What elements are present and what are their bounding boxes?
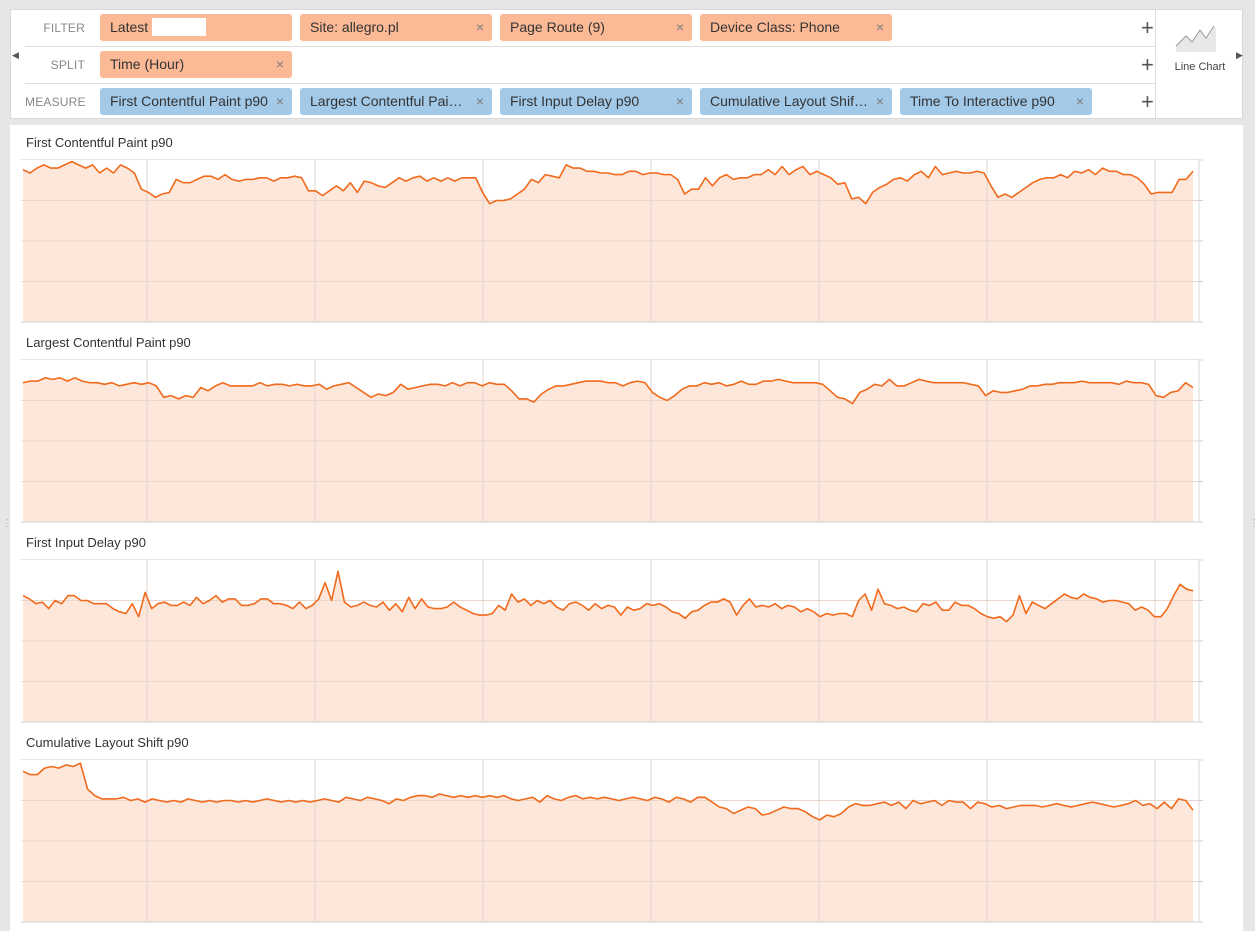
filter-pill-site[interactable]: Site: allegro.pl × <box>300 14 492 41</box>
remove-icon[interactable]: × <box>475 93 484 109</box>
chart-title-fid: First Input Delay p90 <box>26 535 146 550</box>
measure-row: MEASURE First Contentful Paint p90 × Lar… <box>25 84 1155 121</box>
chart-cls[interactable] <box>21 759 1211 924</box>
measure-pill-lcp[interactable]: Largest Contentful Paint p90 × <box>300 88 492 115</box>
chart-area-fill <box>23 763 1193 922</box>
filter-pill-latest[interactable]: Latest <box>100 14 292 41</box>
remove-icon[interactable]: × <box>675 19 684 35</box>
latest-value-box <box>152 17 207 36</box>
filter-pill-device-class[interactable]: Device Class: Phone × <box>700 14 892 41</box>
filter-pill-label: Device Class: Phone <box>710 19 840 35</box>
scroll-left-arrow-icon[interactable]: ◀ <box>12 50 19 60</box>
remove-icon[interactable]: × <box>1075 93 1084 109</box>
split-row-label: SPLIT <box>50 58 85 72</box>
remove-icon[interactable]: × <box>275 93 284 109</box>
visualization-selector[interactable]: Line Chart <box>1155 10 1243 118</box>
chart-title-fcp: First Contentful Paint p90 <box>26 135 173 150</box>
line-chart-icon <box>1175 25 1216 52</box>
remove-icon[interactable]: × <box>875 93 884 109</box>
split-pill-label: Time (Hour) <box>110 56 185 72</box>
measure-pill-label: First Input Delay p90 <box>510 93 640 109</box>
filter-pill-label: Site: allegro.pl <box>310 19 399 35</box>
measure-pill-fid[interactable]: First Input Delay p90 × <box>500 88 692 115</box>
filter-row: FILTER Latest Site: allegro.pl × Page Ro… <box>25 10 1155 47</box>
remove-icon[interactable]: × <box>675 93 684 109</box>
visualization-label: Line Chart <box>1174 61 1226 73</box>
measure-pill-fcp[interactable]: First Contentful Paint p90 × <box>100 88 292 115</box>
filter-pill-label: Page Route (9) <box>510 19 605 35</box>
measure-pill-label: Largest Contentful Paint p90 <box>310 93 488 109</box>
resize-handle-left-icon[interactable]: ⋮ <box>2 518 12 529</box>
chart-area-fill <box>23 377 1193 522</box>
chart-fid[interactable] <box>21 559 1211 724</box>
add-split-button[interactable]: + <box>1141 52 1154 77</box>
chart-fcp[interactable] <box>21 159 1211 324</box>
remove-icon[interactable]: × <box>275 56 284 72</box>
measure-pill-cls[interactable]: Cumulative Layout Shift p90 × <box>700 88 892 115</box>
chart-title-lcp: Largest Contentful Paint p90 <box>26 335 191 350</box>
measure-pill-label: Cumulative Layout Shift p90 <box>710 93 886 109</box>
split-pill-time[interactable]: Time (Hour) × <box>100 51 292 78</box>
chart-area-fill <box>23 161 1193 322</box>
measure-pill-label: First Contentful Paint p90 <box>110 93 268 109</box>
add-filter-button[interactable]: + <box>1141 15 1154 40</box>
split-row: SPLIT Time (Hour) × + <box>25 47 1155 84</box>
chart-panel: First Contentful Paint p90 Largest Conte… <box>10 125 1243 931</box>
chart-series-line <box>22 762 1194 821</box>
filter-row-label: FILTER <box>43 21 85 35</box>
remove-icon[interactable]: × <box>475 19 484 35</box>
add-measure-button[interactable]: + <box>1141 89 1154 114</box>
measure-pill-tti[interactable]: Time To Interactive p90 × <box>900 88 1092 115</box>
chart-area-fill <box>23 571 1193 722</box>
remove-icon[interactable]: × <box>875 19 884 35</box>
resize-handle-right-icon[interactable]: ⋮ <box>1249 518 1255 529</box>
measure-pill-label: Time To Interactive p90 <box>910 93 1055 109</box>
filter-pill-page-route[interactable]: Page Route (9) × <box>500 14 692 41</box>
scroll-right-arrow-icon[interactable]: ▶ <box>1236 50 1243 60</box>
query-bar: FILTER Latest Site: allegro.pl × Page Ro… <box>10 9 1243 119</box>
measure-row-label: MEASURE <box>25 95 86 109</box>
filter-pill-label: Latest <box>110 19 149 35</box>
chart-lcp[interactable] <box>21 359 1211 524</box>
chart-title-cls: Cumulative Layout Shift p90 <box>26 735 189 750</box>
